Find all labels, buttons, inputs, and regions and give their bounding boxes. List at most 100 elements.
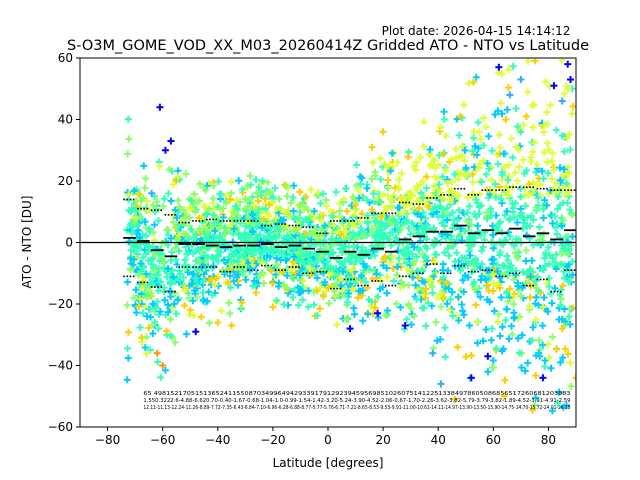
data-point <box>254 197 262 205</box>
data-point <box>151 251 159 259</box>
data-point <box>320 240 328 248</box>
data-point <box>393 271 401 279</box>
data-point <box>136 234 144 242</box>
data-point <box>253 234 261 242</box>
y-tick-label: 0 <box>65 236 73 250</box>
data-point <box>272 214 280 222</box>
data-point <box>287 265 295 273</box>
data-point <box>344 255 352 263</box>
data-point <box>143 333 151 341</box>
data-point <box>545 354 553 362</box>
data-point <box>124 115 132 123</box>
data-point <box>382 311 390 319</box>
data-point <box>172 309 180 317</box>
data-point <box>529 148 537 156</box>
data-point <box>419 194 427 202</box>
data-point <box>353 161 361 169</box>
data-point <box>542 249 550 257</box>
data-point <box>226 195 234 203</box>
outlier-point <box>467 374 475 382</box>
data-point <box>338 260 346 268</box>
data-point <box>560 216 568 224</box>
data-point <box>373 228 381 236</box>
data-point <box>539 303 547 311</box>
data-point <box>484 281 492 289</box>
data-point <box>214 257 222 265</box>
data-point <box>305 287 313 295</box>
data-point <box>564 170 572 178</box>
data-point <box>526 222 534 230</box>
data-point <box>252 176 260 184</box>
data-point <box>149 201 157 209</box>
data-point <box>146 225 154 233</box>
data-point <box>529 216 537 224</box>
data-point <box>408 219 416 227</box>
data-point <box>264 210 272 218</box>
data-point <box>154 325 162 333</box>
data-point <box>430 182 438 190</box>
data-point <box>473 318 481 326</box>
data-point <box>382 233 390 241</box>
data-point <box>423 173 431 181</box>
data-point <box>466 252 474 260</box>
data-point <box>379 191 387 199</box>
data-point <box>469 78 477 86</box>
data-point <box>315 232 323 240</box>
data-point <box>358 210 366 218</box>
data-point <box>461 157 469 165</box>
data-point <box>387 241 395 249</box>
data-point <box>332 188 340 196</box>
data-point <box>294 301 302 309</box>
data-point <box>548 407 556 415</box>
data-point <box>532 316 540 324</box>
data-point <box>289 258 297 266</box>
data-point <box>517 128 525 136</box>
data-point <box>410 312 418 320</box>
data-point <box>359 232 367 240</box>
data-point <box>273 254 281 262</box>
data-point <box>447 232 455 240</box>
data-point <box>405 224 413 232</box>
data-point <box>268 279 276 287</box>
data-point <box>336 200 344 208</box>
data-point <box>517 364 525 372</box>
data-point <box>517 185 525 193</box>
data-point <box>212 274 220 282</box>
data-point <box>250 277 258 285</box>
x-tick-label: 40 <box>431 433 446 447</box>
data-point <box>452 145 460 153</box>
data-point <box>519 121 527 129</box>
data-point <box>249 251 257 259</box>
data-point <box>159 202 167 210</box>
data-point <box>249 211 257 219</box>
data-point <box>209 194 217 202</box>
data-point <box>524 88 532 96</box>
data-point <box>350 310 358 318</box>
data-point <box>486 190 494 198</box>
data-point <box>551 259 559 267</box>
data-point <box>154 358 162 366</box>
data-point <box>123 376 131 384</box>
data-point <box>269 193 277 201</box>
data-point <box>508 135 516 143</box>
data-point <box>258 258 266 266</box>
data-point <box>283 272 291 280</box>
data-point <box>410 162 418 170</box>
data-point <box>448 288 456 296</box>
data-point <box>175 231 183 239</box>
data-point <box>289 293 297 301</box>
outlier-point <box>558 97 566 105</box>
data-point <box>475 210 483 218</box>
data-point <box>413 253 421 261</box>
data-point <box>463 209 471 217</box>
data-point <box>221 230 229 238</box>
y-axis-label: ATO - NTO [DU] <box>20 196 34 289</box>
data-point <box>347 275 355 283</box>
data-point <box>498 347 506 355</box>
data-point <box>277 216 285 224</box>
data-point <box>498 199 506 207</box>
data-point <box>187 205 195 213</box>
data-point <box>156 278 164 286</box>
data-point <box>137 284 145 292</box>
data-point <box>457 267 465 275</box>
